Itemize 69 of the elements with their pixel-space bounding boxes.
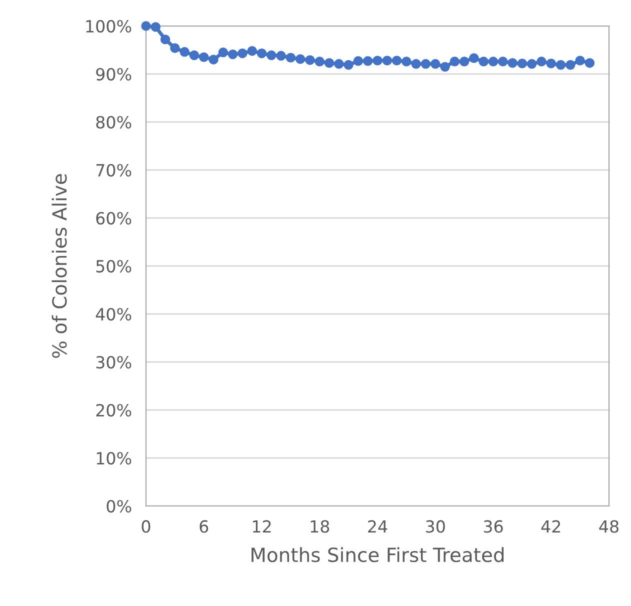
point (286, 52, 296, 63)
y-tick-label: 20% (96, 404, 132, 417)
point (199, 52, 209, 62)
y-tick-label: 70% (96, 164, 132, 177)
point (566, 60, 576, 70)
point (430, 59, 440, 69)
point (344, 60, 354, 70)
point (440, 62, 450, 72)
point (247, 46, 257, 56)
point (498, 56, 508, 66)
point (372, 56, 382, 66)
point (536, 56, 546, 66)
point (488, 56, 498, 66)
x-tick-label: 24 (368, 520, 388, 533)
point (305, 55, 315, 65)
point (584, 58, 595, 68)
x-tick-label: 12 (252, 520, 271, 533)
point (575, 56, 585, 66)
point (420, 59, 431, 69)
point (382, 56, 392, 66)
point (218, 48, 228, 58)
x-tick-label: 42 (541, 520, 560, 533)
x-tick-label: 6 (200, 520, 208, 533)
x-tick-label: 30 (426, 520, 445, 533)
point (238, 48, 248, 58)
point (450, 56, 460, 66)
point (556, 60, 566, 70)
y-tick-label: 60% (96, 212, 132, 225)
point (180, 47, 190, 57)
y-tick-label: 100% (86, 20, 132, 33)
point (141, 21, 151, 31)
y-tick-label: 50% (96, 260, 132, 273)
y-axis-title: % of Colonies Alive (52, 174, 67, 358)
point (295, 54, 306, 64)
y-tick-label: 10% (96, 452, 132, 465)
point (402, 56, 412, 66)
point (276, 50, 286, 61)
point (266, 50, 276, 60)
point (150, 22, 161, 32)
x-tick-label: 36 (484, 520, 503, 533)
point (517, 58, 528, 68)
y-tick-label: 40% (96, 308, 132, 321)
point (469, 53, 479, 64)
point (228, 49, 238, 60)
point (324, 58, 334, 68)
x-tick-label: 48 (599, 520, 618, 533)
point (508, 58, 518, 68)
point (546, 58, 556, 68)
point (189, 50, 200, 60)
y-tick-label: 90% (96, 68, 132, 81)
point (314, 56, 324, 66)
point (392, 56, 402, 66)
point (353, 56, 364, 66)
point (411, 59, 421, 69)
point (170, 43, 180, 53)
x-tick-label: 18 (310, 520, 330, 533)
point (334, 59, 344, 69)
point (256, 48, 267, 58)
y-tick-label: 0% (106, 500, 132, 513)
y-tick-label: 80% (96, 116, 132, 129)
x-tick-label: 0 (142, 520, 150, 533)
point (362, 56, 373, 66)
point (459, 56, 470, 66)
point (208, 54, 218, 64)
point (160, 34, 170, 44)
point (478, 56, 488, 66)
point (526, 59, 537, 69)
x-axis-title: Months Since First Treated (252, 547, 504, 562)
y-tick-label: 30% (96, 356, 132, 369)
